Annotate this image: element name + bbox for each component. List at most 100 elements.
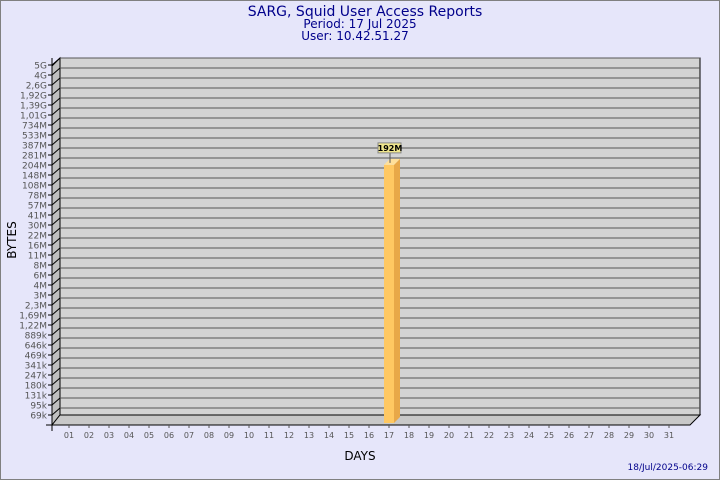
bar-side — [394, 158, 400, 423]
y-tick-slant — [51, 207, 61, 216]
x-tick-label: 17 — [384, 431, 394, 440]
y-tick-slant — [51, 147, 61, 156]
x-tick-label: 01 — [64, 431, 74, 440]
x-tick-label: 13 — [304, 431, 314, 440]
y-tick-slant — [51, 177, 61, 186]
y-tick-slant — [51, 317, 61, 326]
data-label-box — [377, 142, 402, 154]
y-tick-label: 4G — [34, 72, 47, 82]
y-tick-label: 131k — [25, 392, 48, 402]
y-tick-slant — [51, 187, 61, 196]
y-tick-label: 3M — [34, 292, 48, 302]
bar-value-label: 192M — [378, 144, 403, 153]
x-tick-label: 26 — [564, 431, 574, 440]
x-tick-label: 22 — [484, 431, 494, 440]
x-tick-label: 25 — [544, 431, 554, 440]
y-tick-slant — [51, 257, 61, 266]
y-tick-slant — [51, 247, 61, 256]
y-tick-label: 41M — [28, 212, 47, 222]
bar-top — [384, 158, 400, 165]
y-tick-slant — [51, 117, 61, 126]
y-tick-slant — [51, 387, 61, 396]
y-tick-slant — [51, 287, 61, 296]
y-tick-slant — [51, 57, 61, 66]
bar-front — [384, 164, 394, 423]
y-axis-label: BYTES — [5, 221, 19, 258]
x-tick-label: 15 — [344, 431, 354, 440]
x-tick-label: 19 — [424, 431, 434, 440]
x-tick-label: 31 — [664, 431, 674, 440]
y-tick-label: 341k — [25, 362, 48, 372]
y-tick-label: 387M — [22, 142, 47, 152]
y-tick-slant — [51, 107, 61, 116]
y-tick-slant — [51, 277, 61, 286]
y-tick-slant — [51, 347, 61, 356]
x-tick-label: 30 — [644, 431, 654, 440]
y-tick-slant — [51, 197, 61, 206]
y-tick-slant — [51, 297, 61, 306]
x-tick-label: 21 — [464, 431, 474, 440]
x-tick-label: 20 — [444, 431, 454, 440]
x-tick-label: 23 — [504, 431, 514, 440]
y-tick-slant — [51, 367, 61, 376]
y-tick-label: 108M — [22, 182, 47, 192]
y-tick-label: 4M — [34, 282, 48, 292]
y-tick-label: 533M — [22, 132, 47, 142]
x-tick-label: 16 — [364, 431, 374, 440]
y-tick-slant — [51, 377, 61, 386]
x-tick-label: 10 — [244, 431, 254, 440]
x-axis-label: DAYS — [344, 449, 375, 463]
y-tick-label: 1,39G — [20, 102, 47, 112]
y-tick-label: 646k — [25, 342, 48, 352]
y-tick-slant — [51, 87, 61, 96]
y-tick-slant — [51, 217, 61, 226]
y-tick-slant — [51, 407, 61, 416]
y-tick-label: 148M — [22, 172, 47, 182]
y-tick-label: 1,01G — [20, 112, 47, 122]
x-tick-label: 29 — [624, 431, 634, 440]
x-tick-label: 04 — [124, 431, 134, 440]
y-tick-slant — [51, 307, 61, 316]
y-tick-label: 11M — [28, 252, 47, 262]
chart-period: Period: 17 Jul 2025 — [303, 17, 416, 31]
chart-title: SARG, Squid User Access Reports — [248, 4, 483, 20]
y-tick-slant — [51, 157, 61, 166]
y-tick-label: 734M — [22, 122, 47, 132]
y-tick-label: 16M — [28, 242, 47, 252]
y-tick-label: 469k — [25, 352, 48, 362]
y-tick-label: 95k — [30, 402, 47, 412]
y-tick-label: 6M — [34, 272, 48, 282]
y-tick-label: 22M — [28, 232, 47, 242]
y-tick-label: 889k — [25, 332, 48, 342]
y-tick-label: 69k — [30, 412, 47, 422]
x-tick-label: 05 — [144, 431, 154, 440]
y-tick-slant — [51, 397, 61, 406]
y-tick-slant — [51, 227, 61, 236]
y-tick-slant — [51, 97, 61, 106]
x-tick-label: 12 — [284, 431, 294, 440]
y-tick-label: 1,92G — [20, 92, 47, 102]
y-tick-label: 30M — [28, 222, 47, 232]
x-tick-label: 18 — [404, 431, 414, 440]
x-tick-label: 02 — [84, 431, 94, 440]
y-tick-label: 1,22M — [19, 322, 47, 332]
y-tick-label: 57M — [28, 202, 47, 212]
y-tick-slant — [51, 327, 61, 336]
y-tick-label: 1,69M — [19, 312, 47, 322]
x-tick-label: 07 — [184, 431, 194, 440]
y-tick-label: 78M — [28, 192, 47, 202]
y-tick-label: 247k — [25, 372, 48, 382]
y-tick-label: 2,6G — [26, 82, 47, 92]
y-tick-label: 2,3M — [25, 302, 47, 312]
y-tick-label: 180k — [25, 382, 48, 392]
x-tick-label: 11 — [264, 431, 274, 440]
x-tick-label: 14 — [324, 431, 334, 440]
chart-user: User: 10.42.51.27 — [301, 29, 409, 43]
floor — [50, 414, 702, 426]
y-tick-slant — [51, 137, 61, 146]
y-tick-slant — [51, 127, 61, 136]
y-tick-slant — [51, 267, 61, 276]
y-tick-slant — [51, 167, 61, 176]
x-tick-label: 06 — [164, 431, 174, 440]
